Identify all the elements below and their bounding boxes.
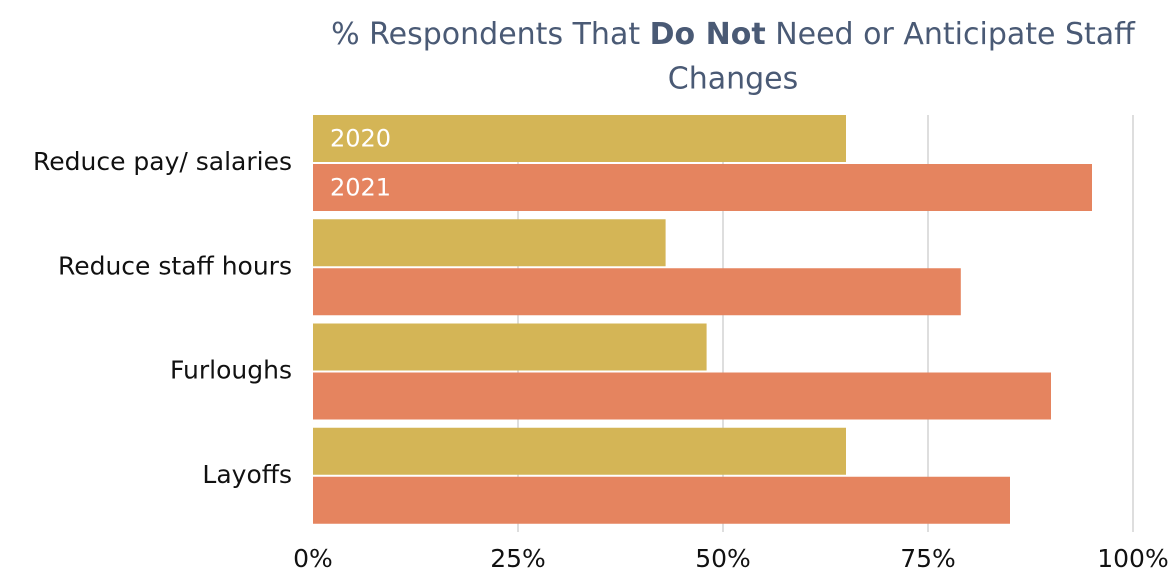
legend-label: 2021 [330, 174, 391, 202]
bar [313, 268, 961, 316]
y-tick-label: Furloughs [170, 356, 292, 385]
x-tick-label: 100% [1097, 544, 1168, 573]
title-part: Need or Anticipate Staff [766, 17, 1137, 52]
title-emphasis: Do Not [650, 17, 766, 52]
x-tick-label: 75% [900, 544, 956, 573]
bar [313, 115, 846, 162]
bar [313, 372, 1051, 420]
chart-title: Changes [668, 62, 799, 97]
legend-label: 2020 [330, 125, 391, 153]
y-tick-label: Layoffs [202, 460, 292, 489]
bar [313, 427, 846, 475]
title-part: % Respondents That [331, 17, 650, 52]
bar [313, 476, 1010, 524]
x-tick-label: 50% [695, 544, 751, 573]
y-tick-label: Reduce pay/ salaries [33, 147, 292, 176]
bar [313, 164, 1092, 211]
y-tick-label: Reduce staff hours [58, 251, 292, 280]
chart-title: % Respondents That Do Not Need or Antici… [331, 17, 1136, 52]
bar [313, 219, 666, 267]
bar [313, 323, 707, 371]
x-tick-label: 25% [490, 544, 546, 573]
x-tick-label: 0% [293, 544, 333, 573]
